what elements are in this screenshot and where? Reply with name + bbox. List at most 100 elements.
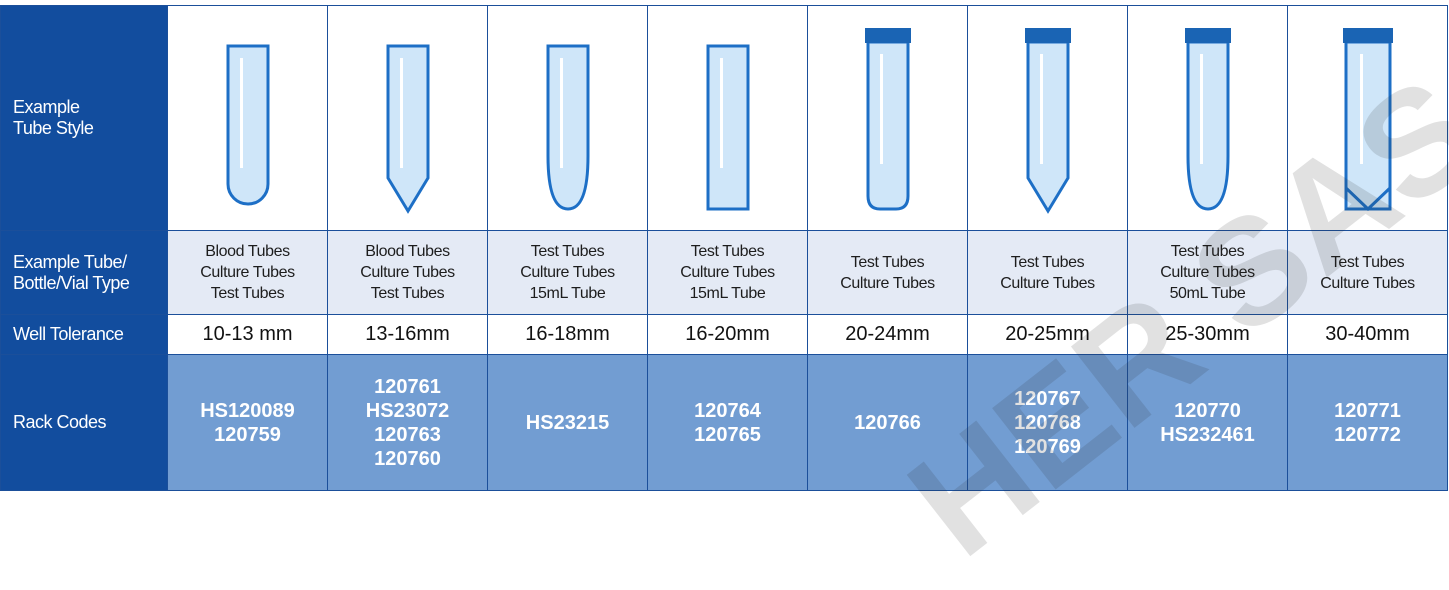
cell: 120766 (807, 354, 968, 491)
text-line: 120768 (1014, 411, 1081, 434)
text-line: Blood Tubes (205, 243, 290, 260)
tube-part (1025, 28, 1071, 43)
cell (807, 5, 968, 231)
tube-icon (546, 44, 590, 211)
tube-icon (865, 28, 911, 211)
cell: 120764 120765 (647, 354, 808, 491)
text-line: Culture Tubes (1320, 274, 1415, 292)
text-line: Test Tubes (370, 285, 445, 302)
text-line: Well Tolerance (13, 324, 124, 344)
text-line: Culture Tubes (520, 264, 615, 281)
text-line: Test Tubes (850, 253, 925, 271)
text-line: 120759 (214, 423, 281, 446)
text-line: Bottle/Vial Type (13, 272, 130, 293)
cell: 120771 120772 (1287, 354, 1448, 491)
text-line: HS232461 (1160, 423, 1255, 446)
cell: Test Tubes Culture Tubes 50mL Tube (1127, 230, 1288, 315)
cell (647, 5, 808, 231)
tube-part (1360, 54, 1363, 164)
text-line: 120770 (1174, 399, 1241, 422)
tube-part (226, 44, 270, 206)
tube-part (400, 58, 403, 168)
text-line: 120764 (694, 399, 761, 422)
text-line: 120763 (374, 423, 441, 446)
tube-part (1040, 54, 1043, 164)
text-line: HS23072 (365, 399, 450, 422)
text-line: 120769 (1014, 435, 1081, 458)
tube-part (866, 40, 910, 211)
text-line: Culture Tubes (1160, 264, 1255, 281)
row-header: Example Tube/Bottle/Vial Type (0, 230, 168, 315)
cell (167, 5, 328, 231)
text-line: 15mL Tube (529, 285, 606, 302)
cell: 16-20mm (647, 314, 808, 355)
text-line: HS23215 (525, 411, 610, 434)
tube-part (1026, 40, 1070, 214)
text-line: Test Tubes (530, 243, 605, 260)
text-line: Example (13, 97, 80, 117)
tube-part (1200, 54, 1203, 164)
text-line: 120767 (1014, 387, 1081, 410)
text-line: Test Tubes (1170, 243, 1245, 260)
text-line: Test Tubes (1010, 253, 1085, 271)
cell: Test Tubes Culture Tubes 15mL Tube (487, 230, 648, 315)
text-line: 15mL Tube (689, 285, 766, 302)
text-line: Culture Tubes (200, 264, 295, 281)
tube-part (386, 44, 430, 214)
text-line: 120760 (374, 447, 441, 470)
table-page: Example Tube Style Example Tube/Bottle/Via… (0, 5, 1449, 588)
cell: 25-30mm (1127, 314, 1288, 355)
text-line: 120772 (1334, 423, 1401, 446)
tube-part (1185, 28, 1231, 43)
cell: 20-25mm (967, 314, 1128, 355)
text-line: Test Tubes (690, 243, 765, 260)
tube-icon (226, 44, 270, 206)
text-line: 120771 (1334, 399, 1401, 422)
cell: HS120089 120759 (167, 354, 328, 491)
row-header: Rack Codes (0, 354, 168, 491)
row-header: Example Tube Style (0, 5, 168, 231)
tube-part (865, 28, 911, 43)
text-line: Example Tube/ (13, 251, 127, 272)
cell: 30-40mm (1287, 314, 1448, 355)
cell: 13-16mm (327, 314, 488, 355)
tube-icon (706, 44, 750, 211)
cell (967, 5, 1128, 231)
text-line: Culture Tubes (360, 264, 455, 281)
cell: Test Tubes Culture Tubes (807, 230, 968, 315)
cell: 16-18mm (487, 314, 648, 355)
cell (487, 5, 648, 231)
text-line: HS120089 (200, 399, 295, 422)
tube-part (720, 58, 723, 168)
tube-part (1344, 186, 1392, 212)
tube-part (880, 54, 883, 164)
text-line: 50mL Tube (1169, 285, 1246, 302)
cell: 20-24mm (807, 314, 968, 355)
text-line: 120766 (854, 411, 921, 434)
cell: HS23215 (487, 354, 648, 491)
tube-icon (1025, 28, 1071, 214)
cell (1287, 5, 1448, 231)
text-line: 120765 (694, 423, 761, 446)
tube-part (1186, 40, 1230, 211)
cell: 120761 HS23072 120763 120760 (327, 354, 488, 491)
cell: Test Tubes Culture Tubes 15mL Tube (647, 230, 808, 315)
cell (327, 5, 488, 231)
tube-icon (1343, 28, 1393, 212)
row-header: Well Tolerance (0, 314, 168, 355)
cell: 120770 HS232461 (1127, 354, 1288, 491)
tube-part (1344, 40, 1392, 211)
tube-part (546, 44, 590, 211)
cell: Test Tubes Culture Tubes (967, 230, 1128, 315)
tube-part (1343, 28, 1393, 43)
text-line: Test Tubes (210, 285, 285, 302)
tube-part (706, 44, 750, 211)
text-line: Blood Tubes (365, 243, 450, 260)
text-line: Tube Style (13, 118, 94, 138)
text-line: 120761 (374, 375, 441, 398)
text-line: Rack Codes (13, 412, 107, 432)
tube-icon (386, 44, 430, 214)
tube-part (240, 58, 243, 168)
cell: 10-13 mm (167, 314, 328, 355)
tube-part (560, 58, 563, 168)
